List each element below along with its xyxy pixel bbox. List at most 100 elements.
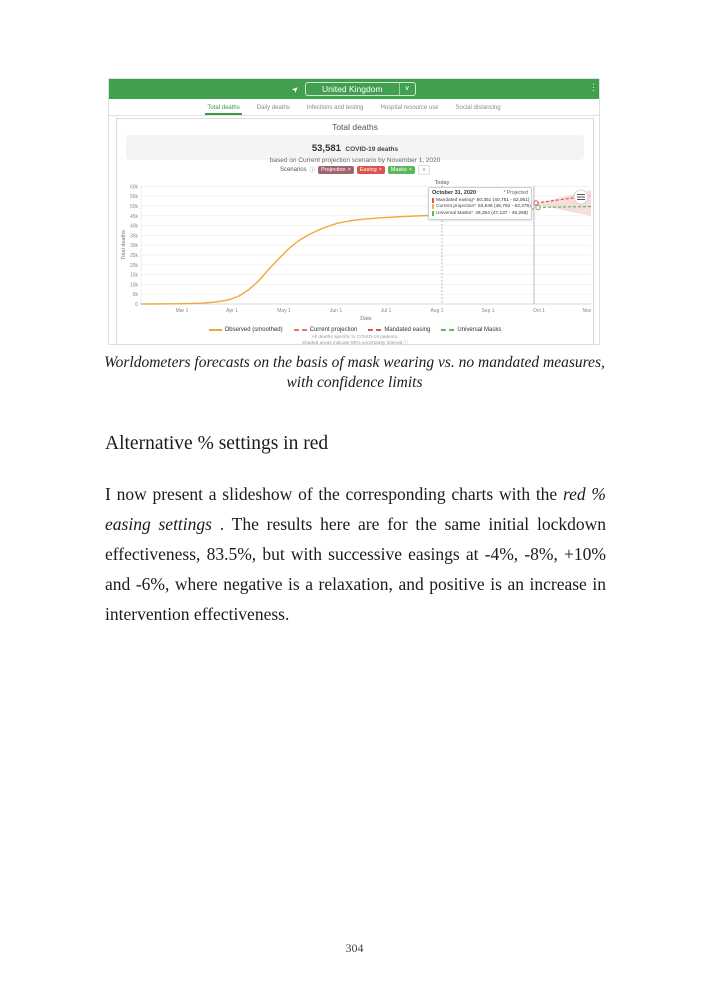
tab-social-distancing[interactable]: Social distancing [455, 105, 501, 111]
svg-text:Aug 1: Aug 1 [430, 308, 443, 314]
series-marker [432, 197, 434, 203]
svg-text:5k: 5k [133, 292, 139, 298]
svg-text:55k: 55k [130, 194, 139, 200]
page-number: 304 [345, 941, 364, 955]
paragraph-text: I now present a slideshow of the corresp… [105, 484, 563, 504]
chart-title: Total deaths [332, 122, 378, 132]
legend-item-current-projection[interactable]: Current projection [293, 327, 358, 333]
svg-text:35k: 35k [130, 233, 139, 239]
series-marker [432, 204, 434, 209]
tab-hospital-resource-use[interactable]: Hospital resource use [380, 105, 439, 111]
scenario-chip-projection[interactable]: Projection × [318, 166, 354, 174]
caption-line: Worldometers forecasts on the basis of m… [104, 354, 605, 371]
locate-icon: ➤ [290, 83, 302, 95]
chip-label: Masks [390, 167, 407, 173]
x-axis-title: Date [360, 316, 372, 321]
chart-card: Total deaths 53,581 COVID-19 deaths base… [116, 118, 596, 347]
chart-footnotes: All deaths specific to COVID-19 patients… [117, 335, 593, 347]
series-name: Current projection* [436, 204, 476, 209]
scenario-row: Scenarios ⓘ Projection × Easing × Masks × ∨ [117, 165, 593, 175]
section-heading: Alternative % settings in red [105, 433, 329, 454]
svg-text:May 1: May 1 [277, 308, 291, 314]
stat-subtitle: based on Current projection scenario by … [269, 157, 441, 164]
embedded-dashboard-screenshot: ➤ United Kingdom ∨ ⋮ Total deaths Daily … [108, 78, 600, 347]
footnote-line: All deaths specific to COVID-19 patients… [311, 335, 399, 340]
universal-masks-line [537, 205, 592, 209]
chart-menu-button[interactable] [573, 189, 589, 205]
legend-label: Universal Masks [457, 327, 502, 333]
legend-label: Observed (smoothed) [224, 327, 283, 333]
country-select[interactable]: United Kingdom ∨ [305, 82, 416, 96]
legend-swatch [293, 329, 307, 331]
chart-area: 60k 55k 50k 45k 40k 35k 30k 25k 20k 15k … [117, 176, 596, 326]
stat-value: 53,581 [311, 143, 341, 154]
series-marker [432, 210, 434, 216]
legend-label: Mandated easing [384, 327, 431, 333]
legend-item-mandated-easing[interactable]: Mandated easing [368, 327, 430, 333]
x-tick-labels: Mar 1 Apr 1 May 1 Jun 1 Jul 1 Aug 1 Sep … [176, 308, 596, 314]
svg-text:Jul 1: Jul 1 [381, 308, 392, 314]
app-bar: ➤ United Kingdom ∨ ⋮ [109, 79, 599, 99]
kebab-menu-icon[interactable]: ⋮ [589, 82, 598, 92]
hover-point-easing [533, 200, 539, 206]
legend-item-universal-masks[interactable]: Universal Masks [441, 327, 501, 333]
svg-text:Oct 1: Oct 1 [533, 308, 545, 314]
today-label: Today [435, 180, 450, 186]
svg-text:60k: 60k [130, 184, 139, 190]
figure-caption: Worldometers forecasts on the basis of m… [0, 353, 709, 392]
legend-swatch [368, 329, 382, 331]
stat-unit: COVID-19 deaths [345, 146, 399, 153]
svg-text:Sep 1: Sep 1 [481, 308, 494, 314]
svg-text:30k: 30k [130, 243, 139, 249]
tooltip-projected-note: * Projected [503, 190, 528, 196]
tooltip-row: Mandated easing* 50,351 (40,751 - 62,051… [432, 197, 530, 203]
chip-close-icon[interactable]: × [347, 167, 351, 173]
y-tick-labels: 60k 55k 50k 45k 40k 35k 30k 25k 20k 15k … [130, 184, 139, 308]
svg-text:Jun 1: Jun 1 [330, 308, 342, 314]
svg-text:Mar 1: Mar 1 [176, 308, 189, 314]
svg-text:10k: 10k [130, 282, 139, 288]
tab-infections-testing[interactable]: Infections and testing [306, 105, 364, 111]
svg-text:50k: 50k [130, 204, 139, 210]
info-icon[interactable]: ⓘ [309, 168, 316, 174]
scenario-chip-easing[interactable]: Easing × [356, 166, 385, 174]
chip-close-icon[interactable]: × [408, 167, 412, 173]
series-name: Mandated easing* [436, 197, 475, 203]
scenarios-label: Scenarios [279, 167, 307, 173]
paragraph-text: . The results here are for the same init… [105, 514, 606, 624]
chip-label: Projection [321, 167, 346, 173]
hamburger-icon [577, 194, 585, 200]
total-deaths-chart: 60k 55k 50k 45k 40k 35k 30k 25k 20k 15k … [121, 180, 596, 322]
legend-swatch [208, 329, 222, 331]
series-value: 53,546 (46,762 - 62,276) [478, 204, 531, 209]
caption-line: with confidence limits [286, 373, 423, 391]
tab-daily-deaths[interactable]: Daily deaths [256, 105, 290, 111]
paragraph-italic-phrase: red % easing settings [105, 484, 606, 534]
tab-bar: Total deaths Daily deaths Infections and… [109, 99, 599, 116]
chart-tooltip: October 31, 2020 * Projected Mandated ea… [428, 187, 532, 220]
series-value: 50,351 (40,751 - 62,051) [476, 197, 530, 203]
svg-text:25k: 25k [130, 253, 139, 259]
svg-text:0: 0 [135, 302, 138, 308]
chart-legend: Observed (smoothed) Current projection M… [117, 327, 593, 333]
chip-close-icon[interactable]: × [378, 167, 382, 173]
add-scenario-dropdown[interactable]: ∨ [418, 165, 431, 175]
svg-text:40k: 40k [130, 224, 139, 230]
legend-item-observed[interactable]: Observed (smoothed) [208, 327, 283, 333]
svg-text:Nov 1: Nov 1 [582, 308, 593, 314]
footnote-line: Shaded areas indicate 95% uncertainty in… [301, 341, 409, 346]
observed-line [140, 214, 443, 305]
chip-label: Easing [359, 167, 377, 173]
legend-label: Current projection [309, 327, 358, 333]
scenario-chip-masks[interactable]: Masks × [387, 166, 415, 174]
headline-stat: 53,581 COVID-19 deaths based on Current … [126, 135, 584, 164]
tooltip-row: Universal Masks* 49,254 (47,137 - 49,268… [432, 210, 528, 216]
svg-text:20k: 20k [130, 263, 139, 269]
tab-total-deaths[interactable]: Total deaths [205, 105, 242, 115]
svg-text:15k: 15k [130, 273, 139, 279]
hover-point-masks [535, 204, 541, 211]
country-select-value: United Kingdom [322, 84, 383, 94]
chevron-down-icon: ∨ [398, 83, 415, 95]
body-paragraph: I now present a slideshow of the corresp… [105, 479, 606, 629]
tooltip-row: Current projection* 53,546 (46,762 - 62,… [432, 204, 531, 209]
